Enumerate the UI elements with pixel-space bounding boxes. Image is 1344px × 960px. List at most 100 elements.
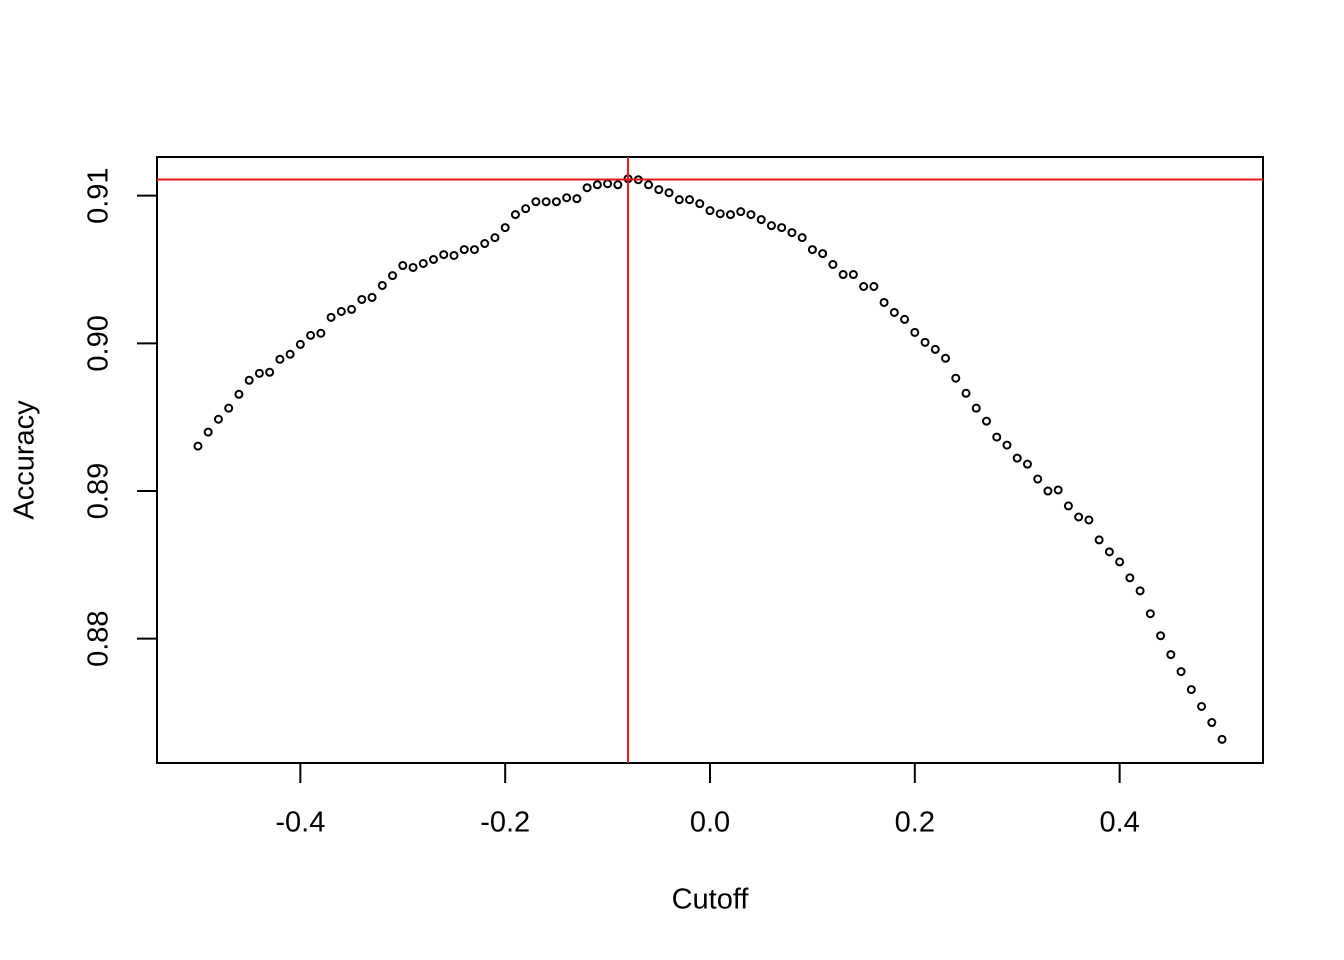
point (521, 204, 531, 214)
point (306, 330, 316, 340)
point (807, 245, 817, 255)
point (500, 223, 510, 233)
point (234, 389, 244, 399)
x-tick-label: -0.4 (275, 807, 325, 839)
point (941, 353, 951, 363)
x-tick-label: 0.4 (1099, 807, 1139, 839)
point (1217, 734, 1227, 744)
point (766, 221, 776, 231)
point (705, 206, 715, 216)
point (275, 354, 285, 364)
point (572, 194, 582, 204)
point (848, 270, 858, 280)
point (213, 414, 223, 424)
point (357, 294, 367, 304)
point (838, 270, 848, 280)
point (664, 188, 674, 198)
point (418, 258, 428, 268)
point (1145, 609, 1155, 619)
point (295, 339, 305, 349)
x-tick-label: -0.2 (480, 807, 530, 839)
point (797, 233, 807, 243)
plot-box (156, 156, 1264, 764)
point (1033, 474, 1043, 484)
point (654, 185, 664, 195)
point (592, 180, 602, 190)
point (1115, 557, 1125, 567)
point (613, 180, 623, 190)
point (818, 249, 828, 259)
point (408, 262, 418, 272)
point (1012, 453, 1022, 463)
point (1135, 586, 1145, 596)
point (777, 223, 787, 233)
point (1094, 535, 1104, 545)
point (736, 207, 746, 217)
point (244, 375, 254, 385)
point (193, 441, 203, 451)
point (859, 281, 869, 291)
point (459, 245, 469, 255)
y-tick-label: 0.89 (83, 463, 115, 519)
point (879, 297, 889, 307)
point (920, 337, 930, 347)
point (429, 254, 438, 264)
point (1207, 718, 1217, 728)
point (982, 416, 991, 426)
point (336, 306, 346, 316)
point (951, 373, 961, 383)
point (1166, 650, 1176, 660)
point (1022, 459, 1032, 469)
point (828, 259, 838, 269)
point (930, 344, 940, 354)
y-axis-label: Accuracy (9, 400, 41, 520)
point (377, 280, 387, 290)
point (265, 367, 275, 377)
point (285, 349, 295, 359)
point (603, 179, 613, 189)
point (367, 292, 377, 302)
point (562, 193, 572, 203)
point (992, 432, 1002, 442)
point (685, 195, 695, 205)
point (961, 388, 971, 398)
point (398, 261, 408, 271)
point (439, 250, 449, 260)
point (254, 368, 264, 378)
point (787, 228, 797, 238)
point (326, 312, 336, 322)
point (674, 195, 684, 205)
point (531, 197, 541, 207)
point (224, 403, 234, 413)
point (889, 307, 899, 317)
point (1053, 485, 1063, 495)
point (971, 403, 981, 413)
point (203, 427, 213, 437)
point (1125, 573, 1135, 583)
y-tick-label: 0.88 (83, 610, 115, 666)
point (347, 304, 357, 314)
point (1063, 501, 1073, 511)
point (715, 209, 725, 219)
point (1104, 547, 1114, 557)
point (1176, 667, 1186, 677)
x-axis-label: Cutoff (672, 884, 750, 916)
point (910, 327, 920, 337)
point (756, 215, 766, 225)
x-tick-label: 0.2 (895, 807, 935, 839)
point (725, 210, 735, 220)
x-tick-label: 0.0 (690, 807, 730, 839)
point (644, 180, 654, 190)
point (695, 199, 705, 209)
point (510, 210, 520, 220)
point (1197, 701, 1207, 711)
y-tick-label: 0.91 (83, 167, 115, 223)
point (582, 183, 592, 193)
point (469, 245, 479, 255)
point (1074, 512, 1084, 522)
point (900, 314, 910, 324)
point (1084, 515, 1094, 525)
point (746, 210, 756, 220)
point (551, 197, 561, 207)
